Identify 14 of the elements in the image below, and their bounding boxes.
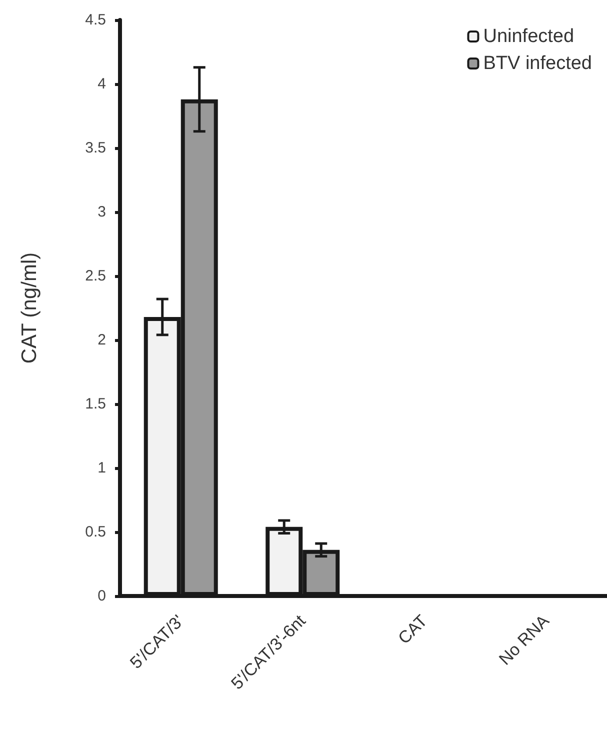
y-tick-label: 3	[98, 204, 106, 220]
y-tick-label: 2	[98, 332, 106, 348]
x-tick-label: CAT	[394, 611, 432, 648]
y-tick-label: 1	[98, 460, 106, 476]
y-tick-label: 2.5	[85, 268, 106, 284]
y-axis-title: CAT (ng/ml)	[18, 252, 41, 364]
y-tick-label: 1.5	[85, 396, 106, 412]
y-tick-label: 0	[98, 588, 106, 604]
legend-label: Uninfected	[483, 26, 574, 47]
y-tick-label: 4	[98, 76, 106, 92]
y-tick-label: 0.5	[85, 524, 106, 540]
y-tick-label: 3.5	[85, 140, 106, 156]
y-tick-label: 4.5	[85, 12, 106, 28]
legend-label: BTV infected	[483, 53, 592, 74]
